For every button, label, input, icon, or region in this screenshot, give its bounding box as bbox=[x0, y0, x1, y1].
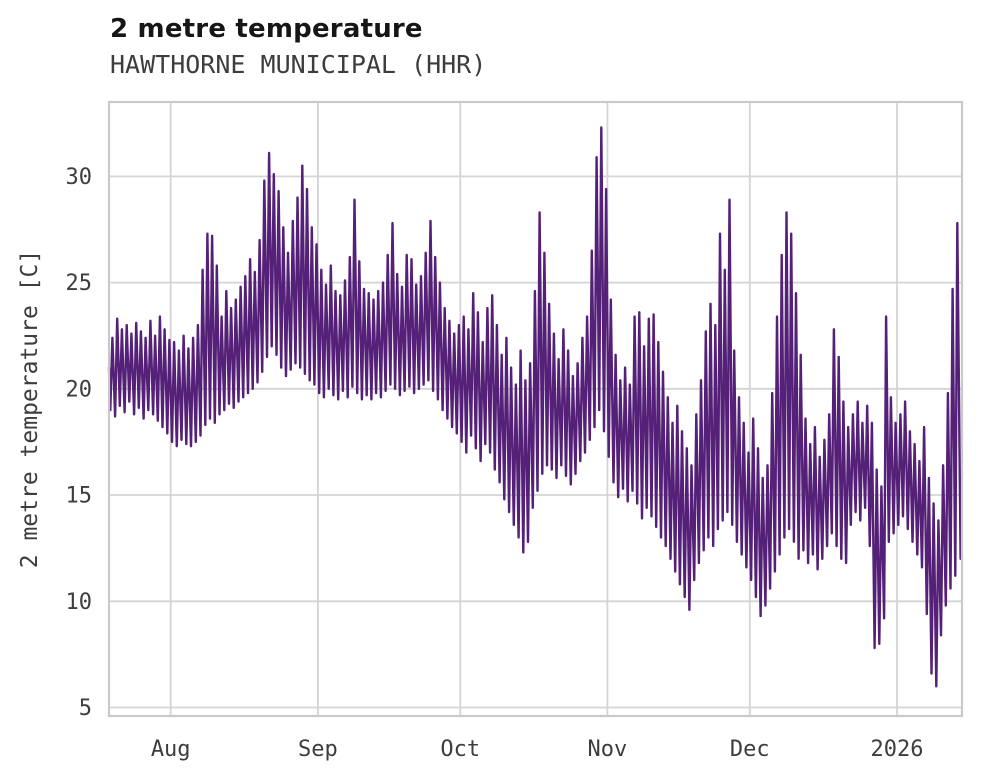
tick-labels: 5 10 15 20 25 30 Aug Sep Oct Nov Dec 2026 bbox=[66, 165, 924, 762]
y-tick-label: 20 bbox=[66, 377, 93, 402]
chart-subtitle: HAWTHORNE MUNICIPAL (HHR) bbox=[110, 50, 487, 79]
x-tick-label: 2026 bbox=[871, 737, 924, 762]
series-layer bbox=[107, 126, 962, 688]
x-tick-label: Dec bbox=[730, 737, 770, 762]
y-axis-label: 2 metre temperature [C] bbox=[17, 250, 43, 569]
y-tick-label: 5 bbox=[79, 696, 92, 721]
chart-title: 2 metre temperature bbox=[110, 14, 423, 44]
x-tick-label: Aug bbox=[151, 737, 191, 762]
plot-border bbox=[107, 100, 964, 718]
y-tick-label: 10 bbox=[66, 590, 93, 615]
x-tick-label: Oct bbox=[440, 737, 480, 762]
y-tick-label: 15 bbox=[66, 484, 93, 509]
temperature-series-line bbox=[107, 126, 962, 688]
x-tick-label: Sep bbox=[298, 737, 338, 762]
x-tick-label: Nov bbox=[588, 737, 628, 762]
y-tick-label: 30 bbox=[66, 165, 93, 190]
y-tick-label: 25 bbox=[66, 271, 93, 296]
plot-frame bbox=[107, 100, 964, 718]
